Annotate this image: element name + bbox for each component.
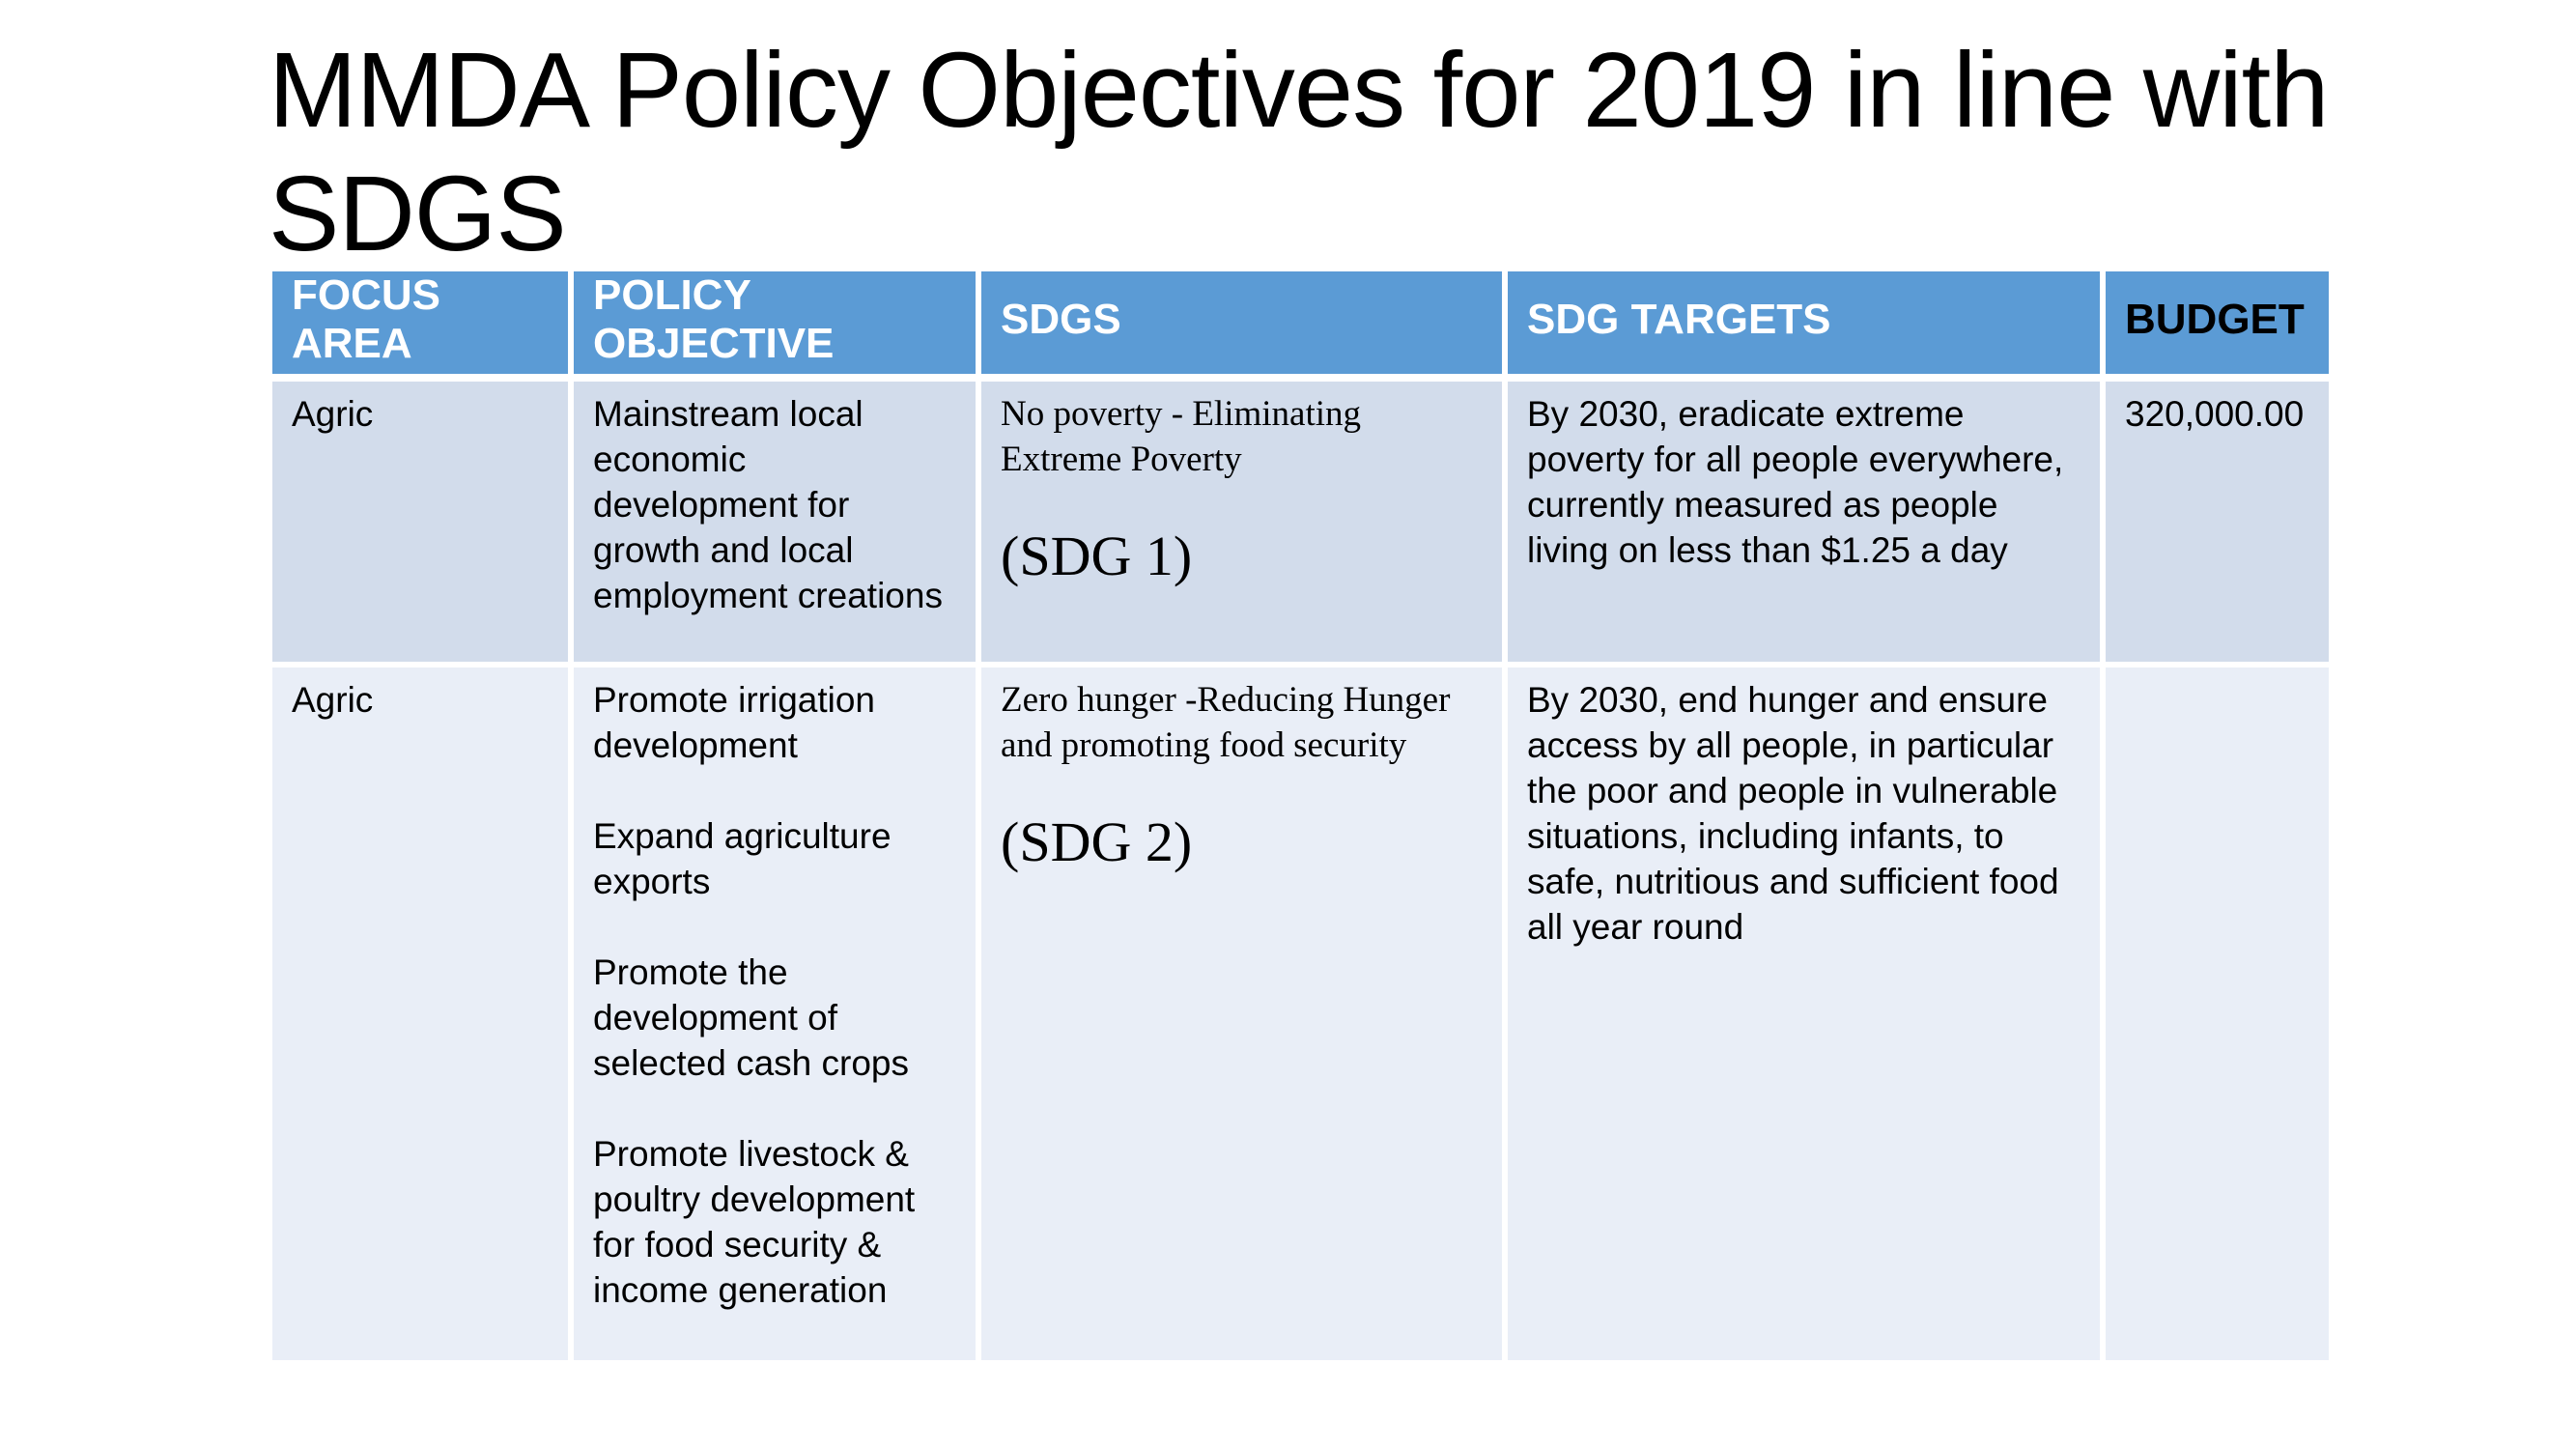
sdgs-cell: Zero hunger -Reducing Hunger and promoti…: [981, 668, 1508, 1360]
slide-title-line-1: MMDA Policy Objectives for 2019 in line …: [269, 31, 2329, 150]
sdg-name: Zero hunger -Reducing Hunger and promoti…: [1001, 680, 1451, 765]
table-row: Agric Promote irrigation development Exp…: [272, 668, 2329, 1360]
header-policy-objective: POLICY OBJECTIVE: [574, 271, 981, 382]
policy-objective-paragraph: Expand agriculture exports: [593, 816, 892, 901]
header-budget: BUDGET: [2106, 271, 2329, 382]
policy-objective-cell: Promote irrigation development Expand ag…: [574, 668, 981, 1360]
table-header-row: FOCUS AREA POLICY OBJECTIVE SDGS SDG TAR…: [272, 271, 2329, 382]
policy-objectives-table: FOCUS AREA POLICY OBJECTIVE SDGS SDG TAR…: [272, 271, 2329, 1360]
policy-objective-paragraph: Promote livestock & poultry development …: [593, 1134, 916, 1310]
sdg-target-cell: By 2030, eradicate extreme poverty for a…: [1508, 382, 2106, 668]
sdg-tag: (SDG 1): [1001, 525, 1193, 587]
focus-area-cell: Agric: [272, 668, 574, 1360]
sdg-target-cell: By 2030, end hunger and ensure access by…: [1508, 668, 2106, 1360]
header-sdg-targets: SDG TARGETS: [1508, 271, 2106, 382]
slide-title: MMDA Policy Objectives for 2019 in line …: [269, 29, 2329, 276]
budget-cell: [2106, 668, 2329, 1360]
sdg-name: No poverty - Eliminating Extreme Poverty: [1001, 394, 1362, 479]
policy-objective-paragraph: Promote irrigation development: [593, 680, 876, 765]
sdg-tag: (SDG 2): [1001, 810, 1193, 873]
sdgs-cell: No poverty - Eliminating Extreme Poverty…: [981, 382, 1508, 668]
header-focus-area: FOCUS AREA: [272, 271, 574, 382]
focus-area-cell: Agric: [272, 382, 574, 668]
budget-cell: 320,000.00: [2106, 382, 2329, 668]
policy-objective-cell: Mainstream local economic development fo…: [574, 382, 981, 668]
table-row: Agric Mainstream local economic developm…: [272, 382, 2329, 668]
policy-objective-paragraph: Mainstream local economic development fo…: [593, 394, 943, 615]
header-sdgs: SDGS: [981, 271, 1508, 382]
slide-title-line-2: SDGS: [269, 155, 567, 273]
policy-objective-paragraph: Promote the development of selected cash…: [593, 952, 910, 1083]
